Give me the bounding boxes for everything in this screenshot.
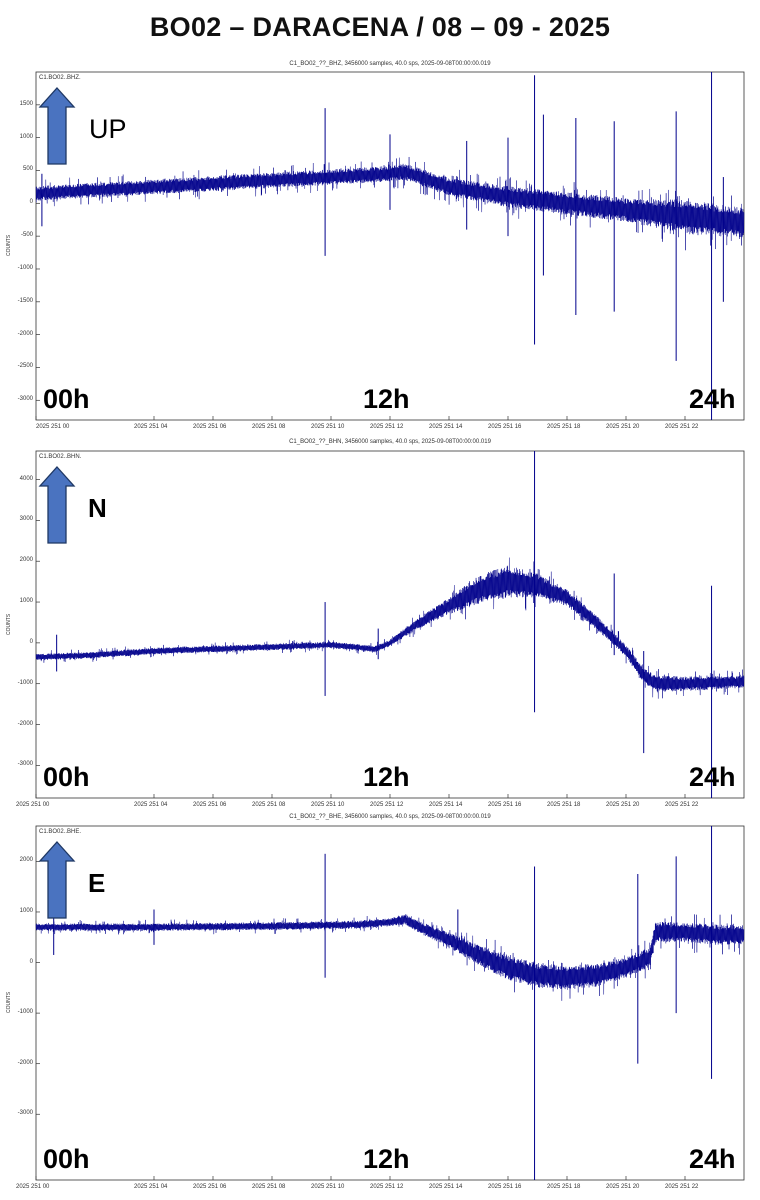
y-axis-label: COUNTS [6,613,12,635]
x-tick-label: 2025 251 08 [252,1184,286,1190]
x-tick-label: 2025 251 06 [193,802,227,808]
y-tick-label: -2000 [17,720,33,727]
y-tick-label: -2000 [17,1059,33,1066]
hour-mark-mid: 12h [363,1144,410,1174]
x-tick-label: 2025 251 20 [606,802,640,808]
y-tick-label: -1500 [17,297,33,304]
y-tick-label: 2000 [19,557,33,564]
y-tick-label: 1000 [19,907,33,914]
x-tick-label: 2025 251 14 [429,802,463,808]
y-tick-label: 1000 [19,133,33,140]
arrow-up-icon [38,841,76,919]
seismogram-panel-bhe: C1_BO02_??_BHE, 3456000 samples, 40.0 sp… [0,813,760,1200]
x-tick-label: 2025 251 00 [16,802,50,808]
y-tick-label: -2000 [17,330,33,337]
station-channel-label: C1.BO02..BHN. [39,454,82,460]
y-tick-label: -3000 [17,1110,33,1117]
x-tick-label: 2025 251 20 [606,424,640,430]
y-tick-label: -2500 [17,363,33,370]
hour-mark-start: 00h [43,1144,90,1174]
x-tick-label: 2025 251 18 [547,1184,581,1190]
chart-area [35,450,745,799]
x-tick-label: 2025 251 12 [370,424,404,430]
x-tick-label: 2025 251 12 [370,802,404,808]
chart-area [35,825,745,1181]
y-tick-label: 3000 [19,516,33,523]
chart-area [35,71,745,421]
y-tick-label: 2000 [19,857,33,864]
x-tick-label: 2025 251 06 [193,1184,227,1190]
x-tick-label: 2025 251 14 [429,424,463,430]
x-tick-label: 2025 251 18 [547,802,581,808]
y-tick-label: -1000 [17,679,33,686]
plot-frame [35,450,745,799]
direction-label: N [88,493,107,523]
x-tick-label: 2025 251 22 [665,424,699,430]
x-tick-label: 2025 251 10 [311,1184,345,1190]
arrow-up-icon [38,466,76,544]
x-tick-label: 2025 251 22 [665,1184,699,1190]
x-tick-label: 2025 251 00 [36,424,70,430]
x-tick-label: 2025 251 12 [370,1184,404,1190]
x-tick-label: 2025 251 10 [311,424,345,430]
x-tick-label: 2025 251 04 [134,424,168,430]
y-axis-label: COUNTS [6,991,12,1013]
y-tick-label: -1000 [17,1009,33,1016]
hour-mark-mid: 12h [363,384,410,414]
y-axis-label: COUNTS [6,234,12,256]
y-tick-label: 0 [29,638,33,645]
y-tick-label: 1500 [19,100,33,107]
direction-label: UP [89,114,127,144]
x-tick-label: 2025 251 10 [311,802,345,808]
hour-mark-mid: 12h [363,762,410,792]
x-tick-label: 2025 251 16 [488,802,522,808]
x-tick-label: 2025 251 14 [429,1184,463,1190]
y-tick-label: -500 [20,232,33,239]
direction-label: E [88,868,106,898]
station-channel-label: C1.BO02..BHE. [39,829,82,835]
x-tick-label: 2025 251 20 [606,1184,640,1190]
plot-header: C1_BO02_??_BHN, 3456000 samples, 40.0 sp… [289,439,491,445]
x-tick-label: 2025 251 04 [134,1184,168,1190]
x-tick-label: 2025 251 18 [547,424,581,430]
x-tick-label: 2025 251 06 [193,424,227,430]
hour-mark-end: 24h [689,384,736,414]
x-tick-label: 2025 251 16 [488,1184,522,1190]
y-tick-label: 0 [29,199,33,206]
x-tick-label: 2025 251 08 [252,802,286,808]
y-tick-label: -3000 [17,396,33,403]
y-tick-label: 4000 [19,475,33,482]
x-tick-label: 2025 251 16 [488,424,522,430]
hour-mark-end: 24h [689,762,736,792]
y-tick-label: -3000 [17,761,33,768]
y-tick-label: 0 [29,958,33,965]
x-tick-label: 2025 251 00 [16,1184,50,1190]
hour-mark-start: 00h [43,384,90,414]
seismic-trace [35,557,745,699]
y-tick-label: 500 [22,166,33,173]
station-channel-label: C1.BO02..BHZ. [39,75,81,81]
seismogram-panel-bhz: C1_BO02_??_BHZ, 3456000 samples, 40.0 sp… [0,60,760,450]
x-tick-label: 2025 251 08 [252,424,286,430]
plot-header: C1_BO02_??_BHZ, 3456000 samples, 40.0 sp… [289,61,491,67]
arrow-up-icon [38,87,76,165]
x-tick-label: 2025 251 04 [134,802,168,808]
y-tick-label: 1000 [19,598,33,605]
hour-mark-start: 00h [43,762,90,792]
page-title: BO02 – DARACENA / 08 – 09 - 2025 [149,12,611,42]
plot-header: C1_BO02_??_BHE, 3456000 samples, 40.0 sp… [289,814,491,820]
plot-frame [35,71,745,421]
y-tick-label: -1000 [17,264,33,271]
hour-mark-end: 24h [689,1144,736,1174]
x-tick-label: 2025 251 22 [665,802,699,808]
seismogram-panel-bhn: C1_BO02_??_BHN, 3456000 samples, 40.0 sp… [0,438,760,818]
